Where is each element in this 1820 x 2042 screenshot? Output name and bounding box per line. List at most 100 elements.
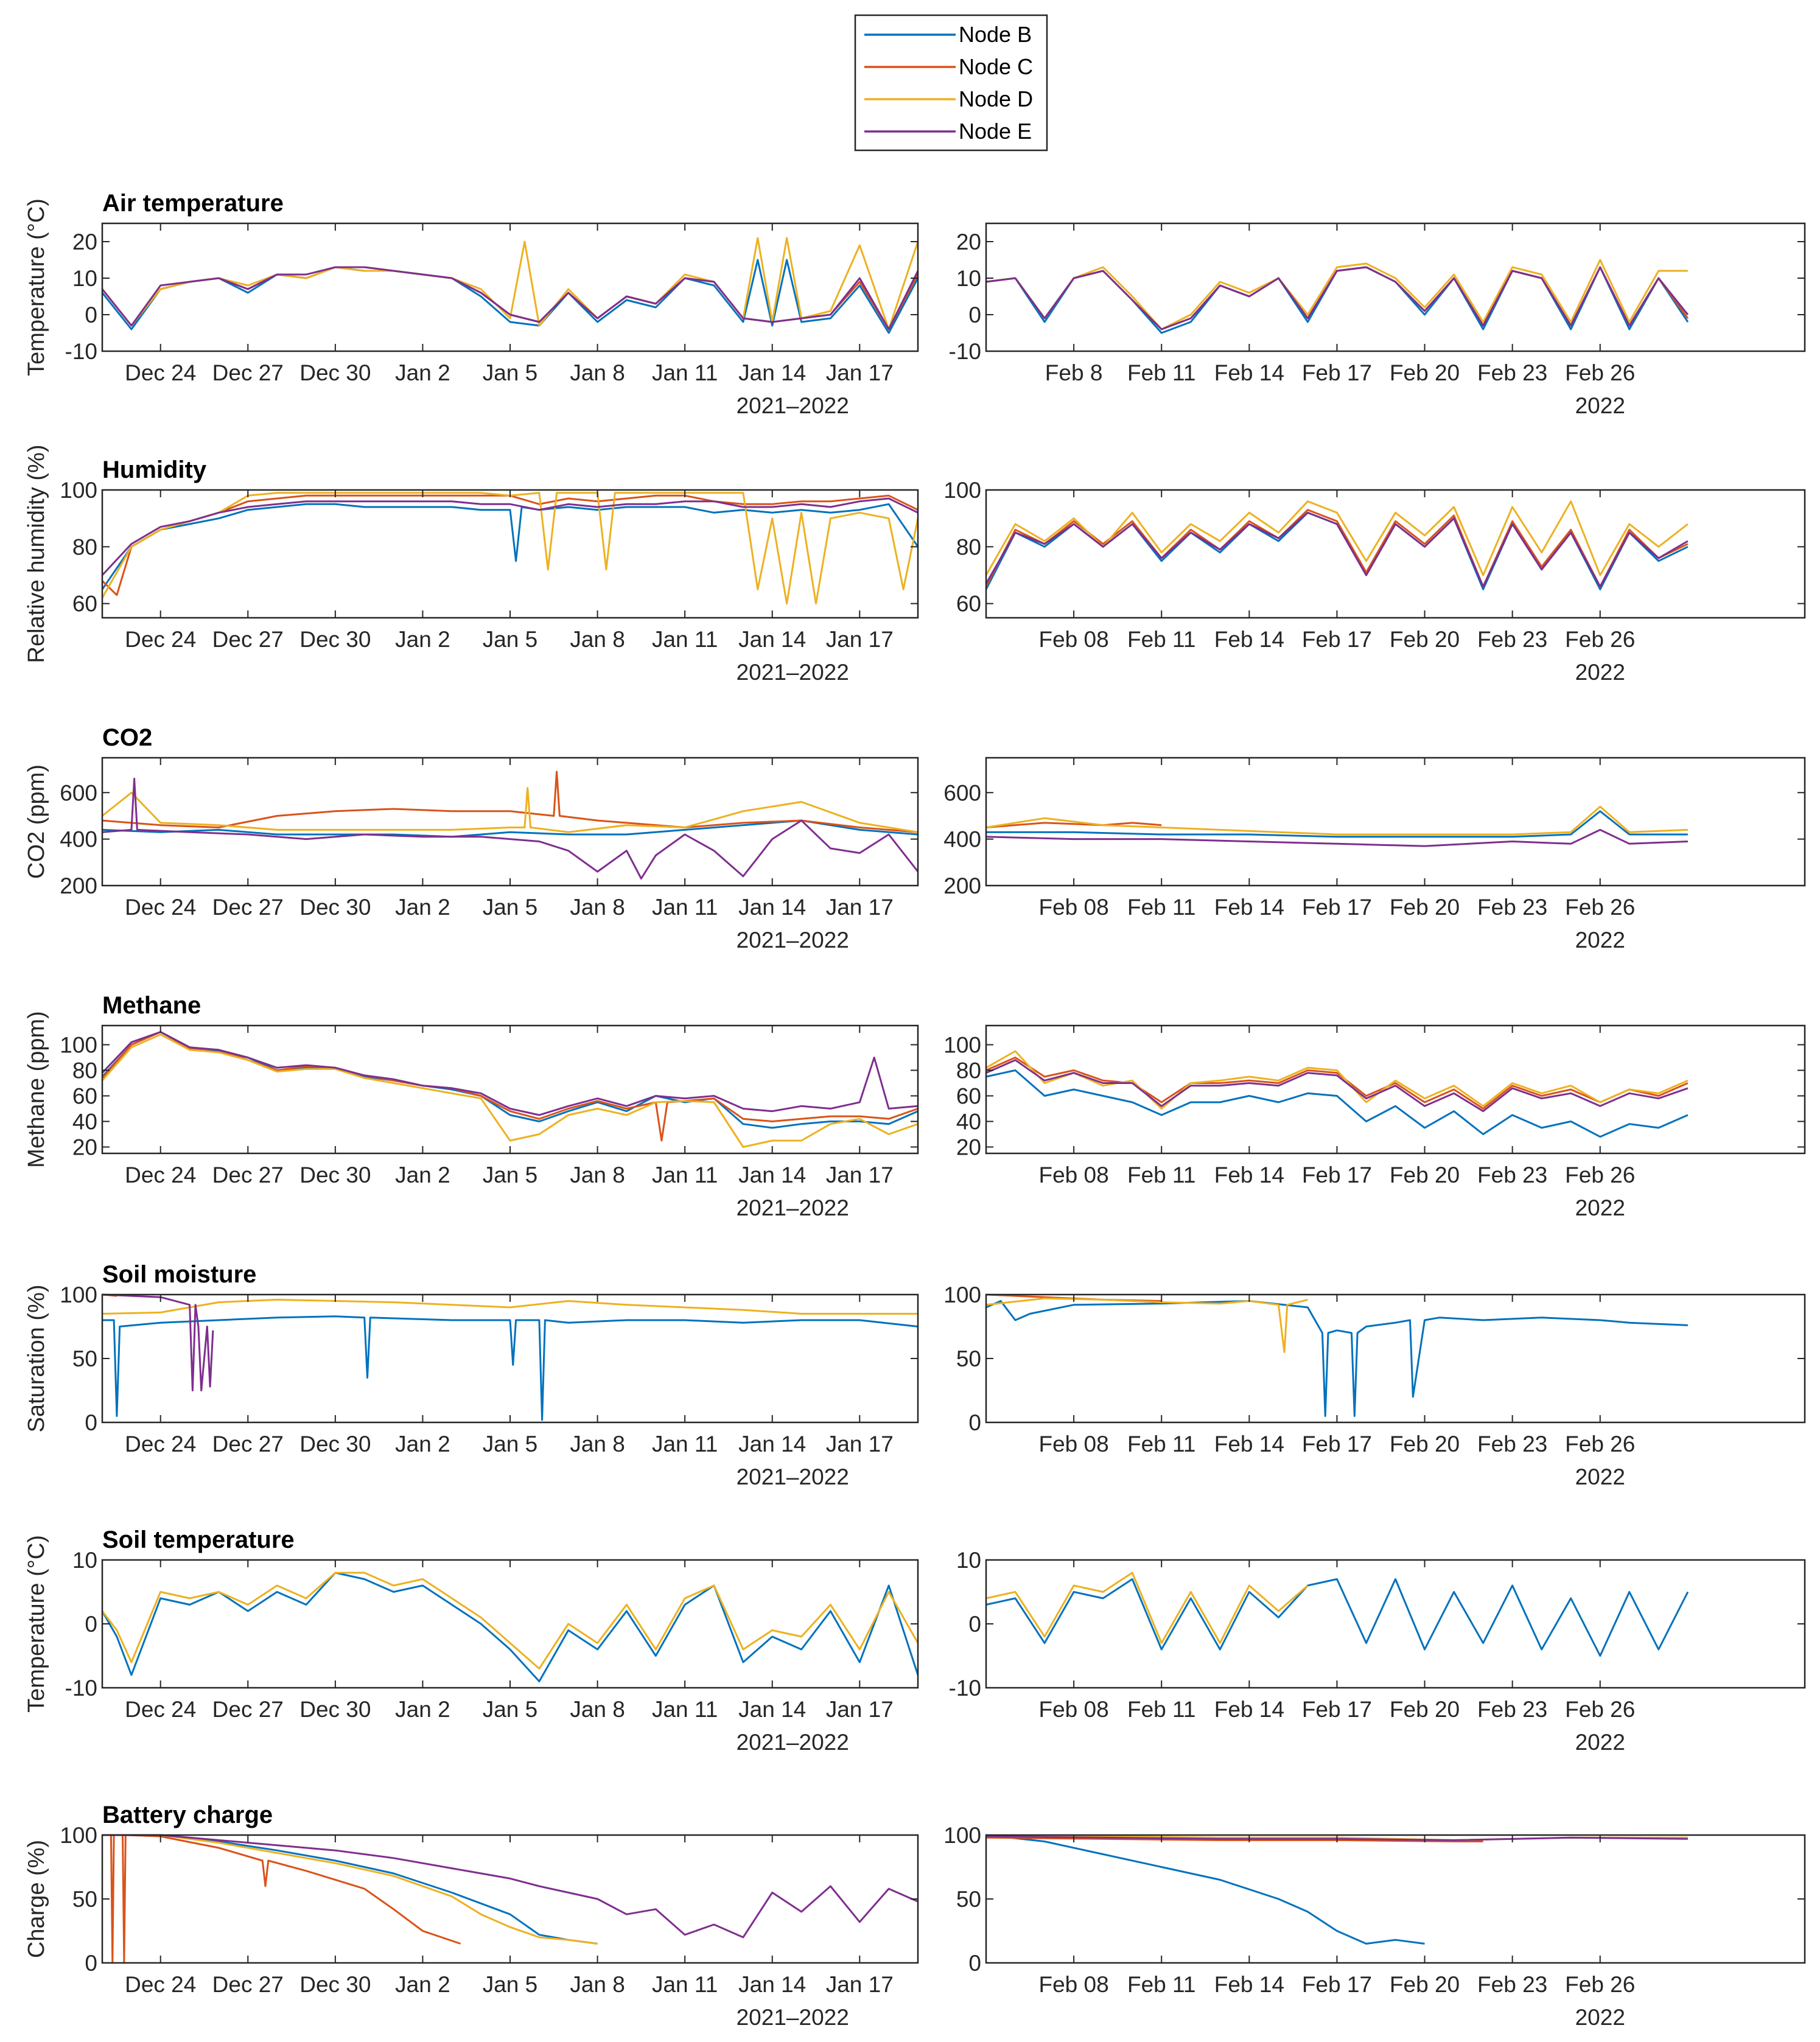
x-tick-label: Feb 23 [1477, 1697, 1547, 1722]
series-line [985, 511, 1689, 588]
x-year-label: 2021–2022 [737, 928, 849, 953]
x-tick-label: Dec 30 [299, 1163, 371, 1187]
x-tick-label: Jan 11 [652, 627, 718, 652]
x-tick-label: Jan 11 [652, 360, 718, 385]
x-tick-label: Feb 11 [1127, 895, 1195, 920]
x-tick-label: Feb 08 [1039, 1432, 1109, 1456]
x-tick-label: Jan 14 [738, 1697, 806, 1722]
x-tick-label: Feb 26 [1565, 627, 1635, 652]
x-tick-label: Feb 8 [1045, 360, 1103, 385]
x-tick-label: Feb 17 [1302, 895, 1372, 920]
series-line [986, 810, 1688, 838]
y-tick-label: 200 [943, 873, 981, 898]
y-tick-label: 80 [72, 1058, 97, 1083]
y-axis-label: Temperature (°C) [24, 198, 49, 376]
x-tick-label: Jan 5 [483, 1432, 538, 1456]
y-tick-label: 10 [72, 266, 97, 291]
x-year-label: 2021–2022 [737, 1464, 849, 1489]
y-tick-label: 80 [956, 1058, 981, 1083]
y-axis-label: Saturation (%) [24, 1285, 49, 1433]
y-tick-label: 400 [60, 827, 97, 852]
axes-box [985, 1024, 1806, 1155]
series-line [985, 266, 1689, 330]
series-line [102, 1293, 214, 1391]
x-tick-label: Feb 11 [1127, 1697, 1195, 1722]
x-tick-label: Jan 11 [652, 1972, 718, 1997]
x-year-label: 2021–2022 [737, 1730, 849, 1755]
y-tick-label: 80 [72, 534, 97, 559]
series-line [985, 1836, 1483, 1842]
x-tick-label: Feb 11 [1127, 1972, 1195, 1997]
axes-box [985, 222, 1806, 352]
y-tick-label: 60 [956, 592, 981, 617]
x-tick-label: Feb 08 [1039, 1972, 1109, 1997]
x-tick-label: Jan 2 [395, 1972, 450, 1997]
x-tick-label: Jan 2 [395, 360, 450, 385]
left-axes: 0 50 100 Dec 24 Dec 27 Dec 30 Jan 2 Jan 5 Jan 8 J… [60, 1823, 919, 2030]
panels: Air temperature Temperature (°C) -10 0 10 20 D… [24, 190, 1806, 2030]
series-line [101, 1031, 919, 1116]
series-line [101, 492, 919, 605]
legend-label: Node C [959, 54, 1033, 79]
panel-title: Soil moisture [102, 1261, 256, 1288]
y-tick-label: 0 [85, 1951, 97, 1976]
x-tick-label: Feb 17 [1302, 1432, 1372, 1456]
x-tick-label: Feb 20 [1390, 627, 1460, 652]
x-tick-label: Feb 17 [1302, 1972, 1372, 1997]
y-axis-label: Charge (%) [24, 1840, 49, 1958]
x-tick-label: Jan 11 [652, 1163, 718, 1187]
x-tick-label: Feb 14 [1214, 360, 1284, 385]
right-axes: -10 0 10 20 Feb 8 Feb 11 Feb 14 Feb 17 Feb 20 Feb… [949, 222, 1806, 418]
x-tick-label: Dec 30 [299, 1972, 371, 1997]
legend-label: Node B [959, 22, 1032, 47]
y-tick-label: 100 [60, 478, 97, 503]
series-line [985, 1050, 1689, 1110]
x-tick-label: Dec 27 [212, 1697, 284, 1722]
y-tick-label: 100 [60, 1033, 97, 1058]
panel-title: Air temperature [102, 190, 284, 217]
x-year-label: 2022 [1575, 1464, 1625, 1489]
y-tick-label: 100 [60, 1282, 97, 1307]
y-tick-label: 100 [943, 478, 981, 503]
x-tick-label: Feb 20 [1390, 1697, 1460, 1722]
x-tick-label: Dec 24 [125, 1432, 196, 1456]
y-tick-label: 600 [943, 780, 981, 805]
y-tick-label: 60 [72, 1084, 97, 1109]
y-axis-label: Relative humidity (%) [24, 445, 49, 663]
x-tick-label: Jan 8 [570, 1697, 625, 1722]
series-line [985, 1834, 1425, 1945]
panel-6: Battery charge Charge (%) 0 50 100 Dec 24 Dec … [24, 1802, 1806, 2030]
x-tick-label: Feb 23 [1477, 895, 1547, 920]
x-year-label: 2021–2022 [737, 1195, 849, 1220]
x-tick-label: Jan 5 [483, 1163, 538, 1187]
x-tick-label: Jan 17 [826, 1697, 894, 1722]
x-tick-label: Dec 27 [212, 1163, 284, 1187]
series-line [101, 1033, 919, 1148]
panel-title: Methane [102, 992, 201, 1019]
right-axes: -10 0 10 Feb 08 Feb 11 Feb 14 Feb 17 Feb 20 Feb … [949, 1548, 1806, 1755]
series-line [985, 1572, 1309, 1644]
y-tick-label: 0 [968, 1951, 981, 1976]
x-tick-label: Feb 11 [1127, 1163, 1195, 1187]
x-tick-label: Feb 26 [1565, 895, 1635, 920]
x-tick-label: Feb 17 [1302, 1163, 1372, 1187]
series-line [985, 509, 1689, 588]
series-line [102, 787, 919, 833]
series-line [102, 1834, 598, 1945]
panel-title: CO2 [102, 724, 152, 751]
x-tick-label: Feb 11 [1127, 627, 1195, 652]
panel-title: Battery charge [102, 1802, 273, 1828]
y-tick-label: 100 [60, 1823, 97, 1848]
x-tick-label: Dec 30 [299, 1432, 371, 1456]
x-tick-label: Feb 08 [1039, 1697, 1109, 1722]
x-tick-label: Dec 27 [212, 895, 284, 920]
series-line [101, 503, 919, 590]
left-axes: 0 50 100 Dec 24 Dec 27 Dec 30 Jan 2 Jan 5 Jan 8 J… [60, 1282, 919, 1489]
series-line [985, 1300, 1688, 1417]
x-tick-label: Jan 17 [826, 1432, 894, 1456]
x-tick-label: Feb 08 [1039, 627, 1109, 652]
y-tick-label: 20 [72, 1135, 97, 1160]
series-line [101, 497, 919, 576]
y-tick-label: 50 [956, 1887, 981, 1912]
x-tick-label: Feb 26 [1565, 1697, 1635, 1722]
